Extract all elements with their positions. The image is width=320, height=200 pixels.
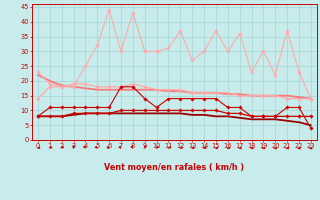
X-axis label: Vent moyen/en rafales ( km/h ): Vent moyen/en rafales ( km/h ) [104, 163, 244, 172]
